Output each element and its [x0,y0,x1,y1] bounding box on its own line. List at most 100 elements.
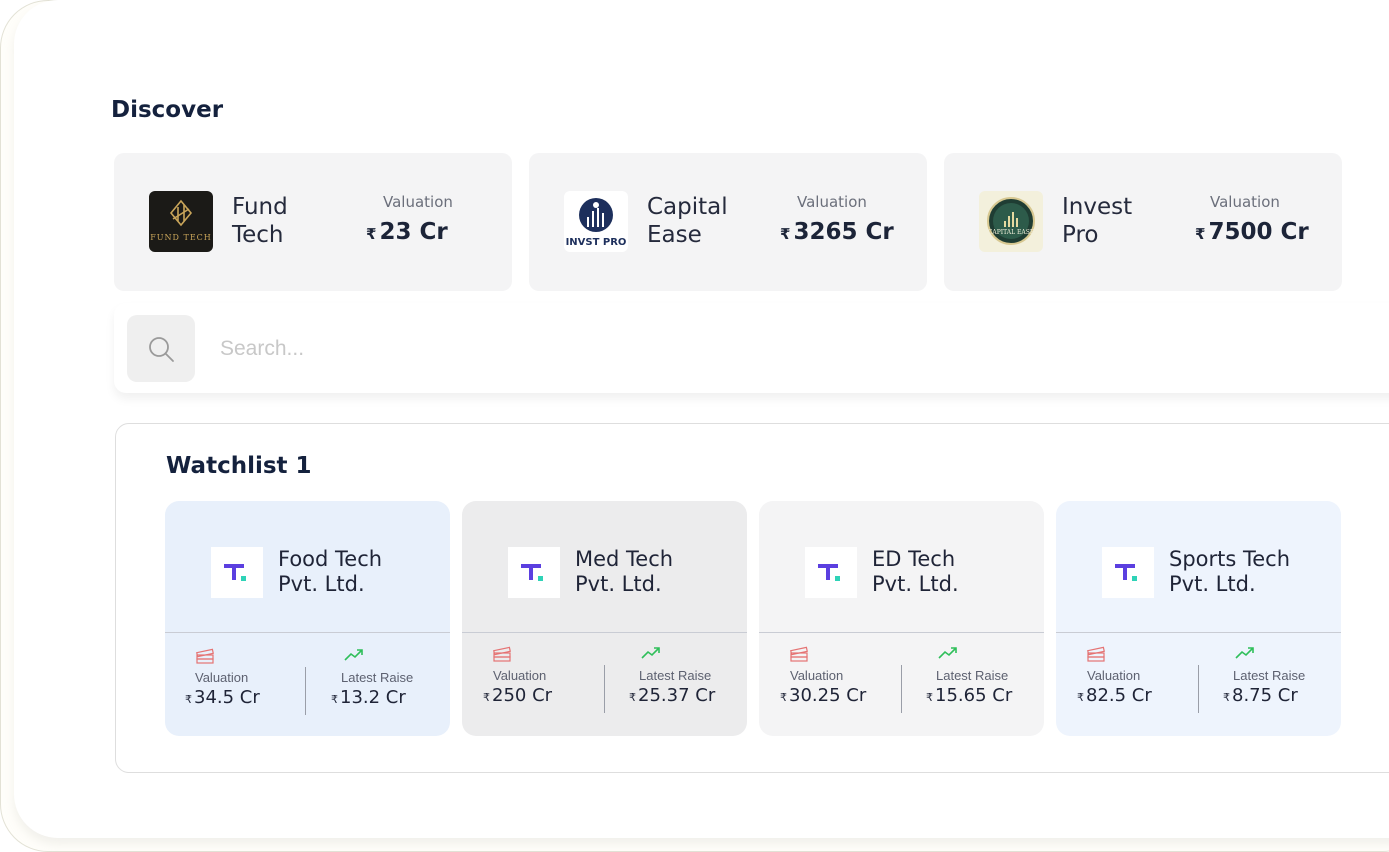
name-line2: Pvt. Ltd. [1169,572,1256,596]
company-logo-icon [1102,547,1154,598]
name-line1: Food Tech [278,547,383,571]
raise-amount: 13.2 Cr [340,687,406,708]
valuation-amount: 34.5 Cr [194,687,260,708]
fund-tech-logo-text: FUND TECH [150,233,212,242]
company-name: Med Tech Pvt. Ltd. [575,547,673,597]
valuation-amount: 7500 Cr [1208,219,1309,245]
company-name: ED Tech Pvt. Ltd. [872,547,959,597]
rupee-icon: ₹ [1195,225,1206,243]
rupee-icon: ₹ [1223,691,1230,704]
name-line2: Pvt. Ltd. [872,572,959,596]
search-input[interactable] [220,331,1120,367]
latest-raise-label: Latest Raise [639,668,712,683]
rupee-icon: ₹ [926,691,933,704]
name-line1: Invest [1062,194,1133,220]
card-separator [1198,665,1199,713]
trending-up-icon [938,647,957,659]
latest-raise-label: Latest Raise [1233,668,1306,683]
watchlist-card-med-tech[interactable]: Med Tech Pvt. Ltd. Valuation Latest Rais… [462,501,747,736]
discover-card-name: Capital Ease [647,193,728,249]
valuation-amount: 3265 Cr [793,219,894,245]
rupee-icon: ₹ [1077,691,1084,704]
valuation-amount: 23 Cr [379,219,448,245]
rupee-icon: ₹ [780,225,791,243]
capital-ease-logo: CAPITAL EASE [979,191,1043,252]
latest-raise-value: ₹25.37 Cr [629,685,715,706]
rupee-icon: ₹ [629,691,636,704]
raise-amount: 8.75 Cr [1232,685,1298,706]
company-logo-icon [805,547,857,598]
money-stack-icon [493,646,511,662]
rupee-icon: ₹ [331,693,338,706]
name-line2: Pvt. Ltd. [575,572,662,596]
rupee-icon: ₹ [780,691,787,704]
valuation-label: Valuation [383,193,453,211]
card-separator [305,667,306,715]
name-line1: Med Tech [575,547,674,571]
watchlist-card-ed-tech[interactable]: ED Tech Pvt. Ltd. Valuation Latest Raise… [759,501,1044,736]
fund-tech-logo: FUND TECH [149,191,213,252]
card-separator [604,665,605,713]
valuation-value: ₹250 Cr [483,685,552,706]
valuation-amount: 250 Cr [492,685,553,706]
name-line2: Ease [647,222,702,248]
valuation-value: ₹82.5 Cr [1077,685,1152,706]
valuation-amount: 82.5 Cr [1086,685,1152,706]
name-line1: Capital [647,194,728,220]
name-line1: Sports Tech [1169,547,1291,571]
company-logo-icon [211,547,263,598]
valuation-label: Valuation [1087,668,1141,683]
search-bar [114,303,1389,393]
rupee-icon: ₹ [366,225,377,243]
card-divider [165,632,450,633]
valuation-amount: 30.25 Cr [789,685,867,706]
card-divider [462,632,747,633]
discover-card-invest-pro[interactable]: CAPITAL EASE Invest Pro Valuation ₹7500 … [944,153,1342,291]
discover-title: Discover [111,97,224,123]
valuation-value: ₹30.25 Cr [780,685,866,706]
latest-raise-label: Latest Raise [936,668,1009,683]
name-line2: Pvt. Ltd. [278,572,365,596]
card-divider [1056,632,1341,633]
company-name: Sports Tech Pvt. Ltd. [1169,547,1290,597]
name-line2: Tech [232,222,284,248]
money-stack-icon [196,648,214,664]
discover-card-name: Invest Pro [1062,193,1132,249]
watchlist-title: Watchlist 1 [166,453,312,479]
money-stack-icon [790,646,808,662]
latest-raise-value: ₹13.2 Cr [331,687,406,708]
watchlist-card-food-tech[interactable]: Food Tech Pvt. Ltd. Valuation Latest Rai… [165,501,450,736]
discover-card-capital-ease[interactable]: INVST PRO Capital Ease Valuation ₹3265 C… [529,153,927,291]
rupee-icon: ₹ [483,691,490,704]
trending-up-icon [1235,647,1254,659]
valuation-label: Valuation [1210,193,1280,211]
latest-raise-label: Latest Raise [341,670,414,685]
raise-amount: 25.37 Cr [638,685,716,706]
valuation-value: ₹34.5 Cr [185,687,260,708]
name-line1: ED Tech [872,547,956,571]
latest-raise-value: ₹8.75 Cr [1223,685,1298,706]
invst-pro-logo-text: INVST PRO [565,237,627,248]
valuation-label: Valuation [790,668,844,683]
rupee-icon: ₹ [185,693,192,706]
company-logo-icon [508,547,560,598]
discover-card-fund-tech[interactable]: FUND TECH Fund Tech Valuation ₹23 Cr [114,153,512,291]
valuation-value: ₹23 Cr [366,219,448,245]
latest-raise-value: ₹15.65 Cr [926,685,1012,706]
search-button[interactable] [127,315,195,382]
trending-up-icon [641,647,660,659]
discover-card-name: Fund Tech [232,193,288,249]
raise-amount: 15.65 Cr [935,685,1013,706]
invst-pro-logo: INVST PRO [564,191,628,252]
money-stack-icon [1087,646,1105,662]
name-line2: Pro [1062,222,1099,248]
valuation-label: Valuation [493,668,547,683]
valuation-label: Valuation [195,670,249,685]
valuation-value: ₹3265 Cr [780,219,894,245]
capital-ease-logo-text: CAPITAL EASE [987,229,1035,236]
valuation-value: ₹7500 Cr [1195,219,1309,245]
company-name: Food Tech Pvt. Ltd. [278,547,382,597]
card-separator [901,665,902,713]
watchlist-card-sports-tech[interactable]: Sports Tech Pvt. Ltd. Valuation Latest R… [1056,501,1341,736]
trending-up-icon [344,649,363,661]
